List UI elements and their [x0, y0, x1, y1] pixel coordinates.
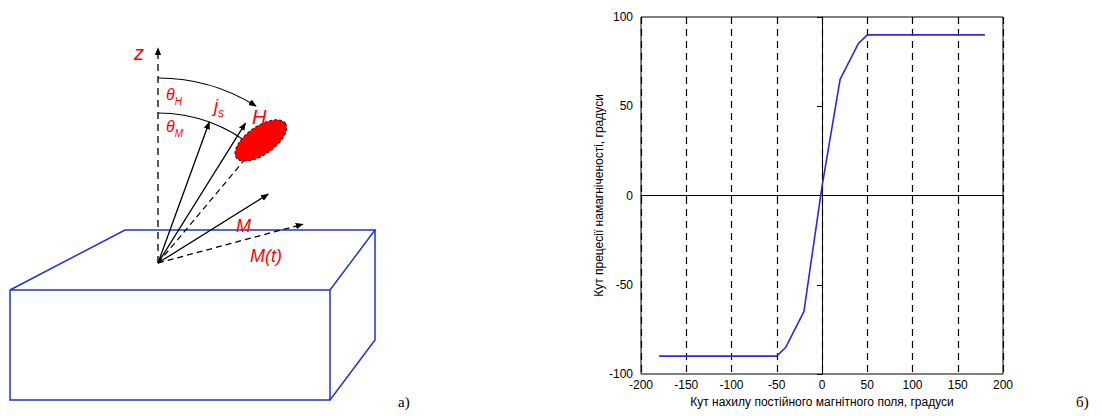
- svg-text:50: 50: [861, 378, 875, 392]
- svg-text:100: 100: [902, 378, 922, 392]
- svg-text:-50: -50: [768, 378, 786, 392]
- svg-text:θH: θH: [166, 86, 183, 107]
- svg-text:50: 50: [620, 99, 634, 113]
- svg-text:z: z: [133, 42, 144, 64]
- svg-text:0: 0: [626, 189, 633, 203]
- svg-text:200: 200: [993, 378, 1013, 392]
- svg-text:-100: -100: [609, 367, 633, 381]
- svg-text:150: 150: [948, 378, 968, 392]
- html-text:а): а): [398, 394, 410, 410]
- svg-text:0: 0: [819, 378, 826, 392]
- svg-text:θM: θM: [166, 118, 184, 139]
- svg-text:M(t): M(t): [250, 246, 282, 266]
- svg-text:Кут прецесії намагніченості, г: Кут прецесії намагніченості, градуси: [592, 94, 606, 297]
- svg-text:100: 100: [613, 10, 633, 24]
- svg-text:M: M: [236, 216, 251, 236]
- html-text:б): б): [1076, 394, 1089, 410]
- svg-text:-150: -150: [674, 378, 698, 392]
- svg-text:Кут нахилу постійного магнітно: Кут нахилу постійного магнітного поля, г…: [690, 395, 954, 409]
- svg-text:-200: -200: [629, 378, 653, 392]
- svg-text:-100: -100: [719, 378, 743, 392]
- svg-text:-50: -50: [616, 278, 634, 292]
- svg-text:js: js: [211, 96, 224, 120]
- svg-text:H: H: [252, 106, 267, 128]
